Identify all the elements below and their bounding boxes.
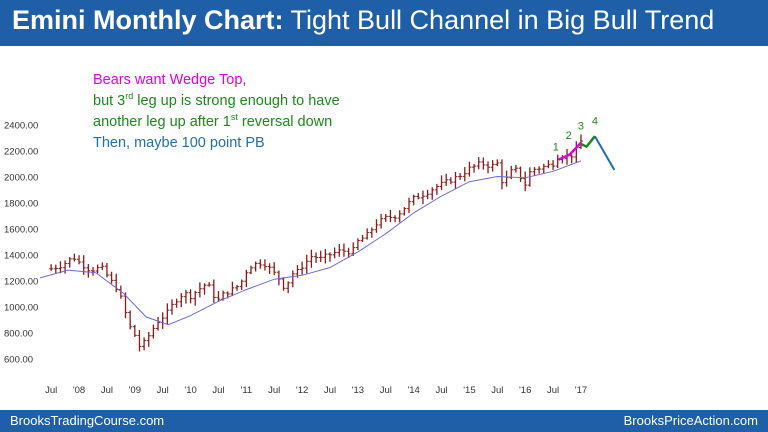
projection-green-line <box>580 135 596 149</box>
annotation-superscript: rd <box>125 91 134 102</box>
x-tick-label: '10 <box>184 385 196 396</box>
x-tick-label: Jul <box>101 385 113 396</box>
y-tick-label: 2200.00 <box>4 147 38 158</box>
x-tick-label: '08 <box>73 385 85 396</box>
x-tick-label: Jul <box>324 385 336 396</box>
x-tick-label: Jul <box>157 385 169 396</box>
y-tick-label: 600.00 <box>4 355 33 366</box>
leg-labels: 123 4 <box>553 116 598 154</box>
moving-average-line <box>39 160 582 326</box>
x-tick-label: Jul <box>380 385 392 396</box>
x-tick-label: Jul <box>45 385 57 396</box>
x-tick-label: Jul <box>435 385 447 396</box>
annotation-another-leg: another leg up after 1st reversal down <box>93 112 332 133</box>
annotation-pullback: Then, maybe 100 point PB <box>93 135 265 151</box>
title-bar: Emini Monthly Chart: Tight Bull Channel … <box>0 0 768 46</box>
annotation-text: but 3 <box>93 93 126 109</box>
footer-right-link[interactable]: BrooksPriceAction.com <box>623 413 758 428</box>
y-tick-label: 1600.00 <box>4 225 38 236</box>
annotation-third-leg: but 3rd leg up is strong enough to have <box>93 91 340 112</box>
wedge-line <box>558 141 582 161</box>
y-tick-label: 2000.00 <box>4 173 38 184</box>
title-rest: Tight Bull Channel in Big Bull Trend <box>283 5 715 35</box>
y-axis: 2400.00 2200.00 2000.00 1800.00 1600.00 1400.… <box>4 121 38 366</box>
y-tick-label: 2400.00 <box>4 121 38 132</box>
projection-blue-line <box>594 135 616 171</box>
leg-label: 3 <box>578 121 584 133</box>
x-tick-label: '14 <box>407 385 419 396</box>
annotation-superscript: st <box>230 112 238 123</box>
x-tick-label: '13 <box>352 385 364 396</box>
x-tick-label: Jul <box>268 385 280 396</box>
leg-label: 4 <box>592 116 598 128</box>
y-tick-label: 800.00 <box>4 329 33 340</box>
annotation-text: another leg up after 1 <box>93 114 231 130</box>
x-axis: Jul '08 Jul '09 Jul '10 Jul '11 Jul '12 Jul '13 Jul '… <box>45 385 587 396</box>
x-tick-label: '15 <box>463 385 475 396</box>
x-tick-label: '17 <box>575 385 587 396</box>
annotation-text: leg up is strong enough to have <box>133 93 340 109</box>
x-tick-label: '16 <box>519 385 531 396</box>
x-tick-label: Jul <box>212 385 224 396</box>
leg-label: 1 <box>553 142 559 154</box>
annotation-text: reversal down <box>237 114 333 130</box>
x-tick-label: Jul <box>547 385 559 396</box>
x-tick-label: '11 <box>241 385 253 396</box>
annotation-bears: Bears want Wedge Top, <box>93 72 247 88</box>
x-tick-label: Jul <box>491 385 503 396</box>
x-tick-label: '12 <box>296 385 308 396</box>
leg-label: 2 <box>566 130 572 142</box>
title-bold: Emini Monthly Chart: <box>12 5 284 35</box>
y-tick-label: 1200.00 <box>4 277 38 288</box>
footer-left-link[interactable]: BrooksTradingCourse.com <box>10 413 165 428</box>
price-bars <box>49 134 583 352</box>
page-title: Emini Monthly Chart: Tight Bull Channel … <box>12 5 714 36</box>
y-tick-label: 1400.00 <box>4 251 38 262</box>
y-tick-label: 1000.00 <box>4 303 38 314</box>
y-tick-label: 1800.00 <box>4 199 38 210</box>
footer-bar: BrooksTradingCourse.com BrooksPriceActio… <box>0 410 768 432</box>
x-tick-label: '09 <box>129 385 141 396</box>
